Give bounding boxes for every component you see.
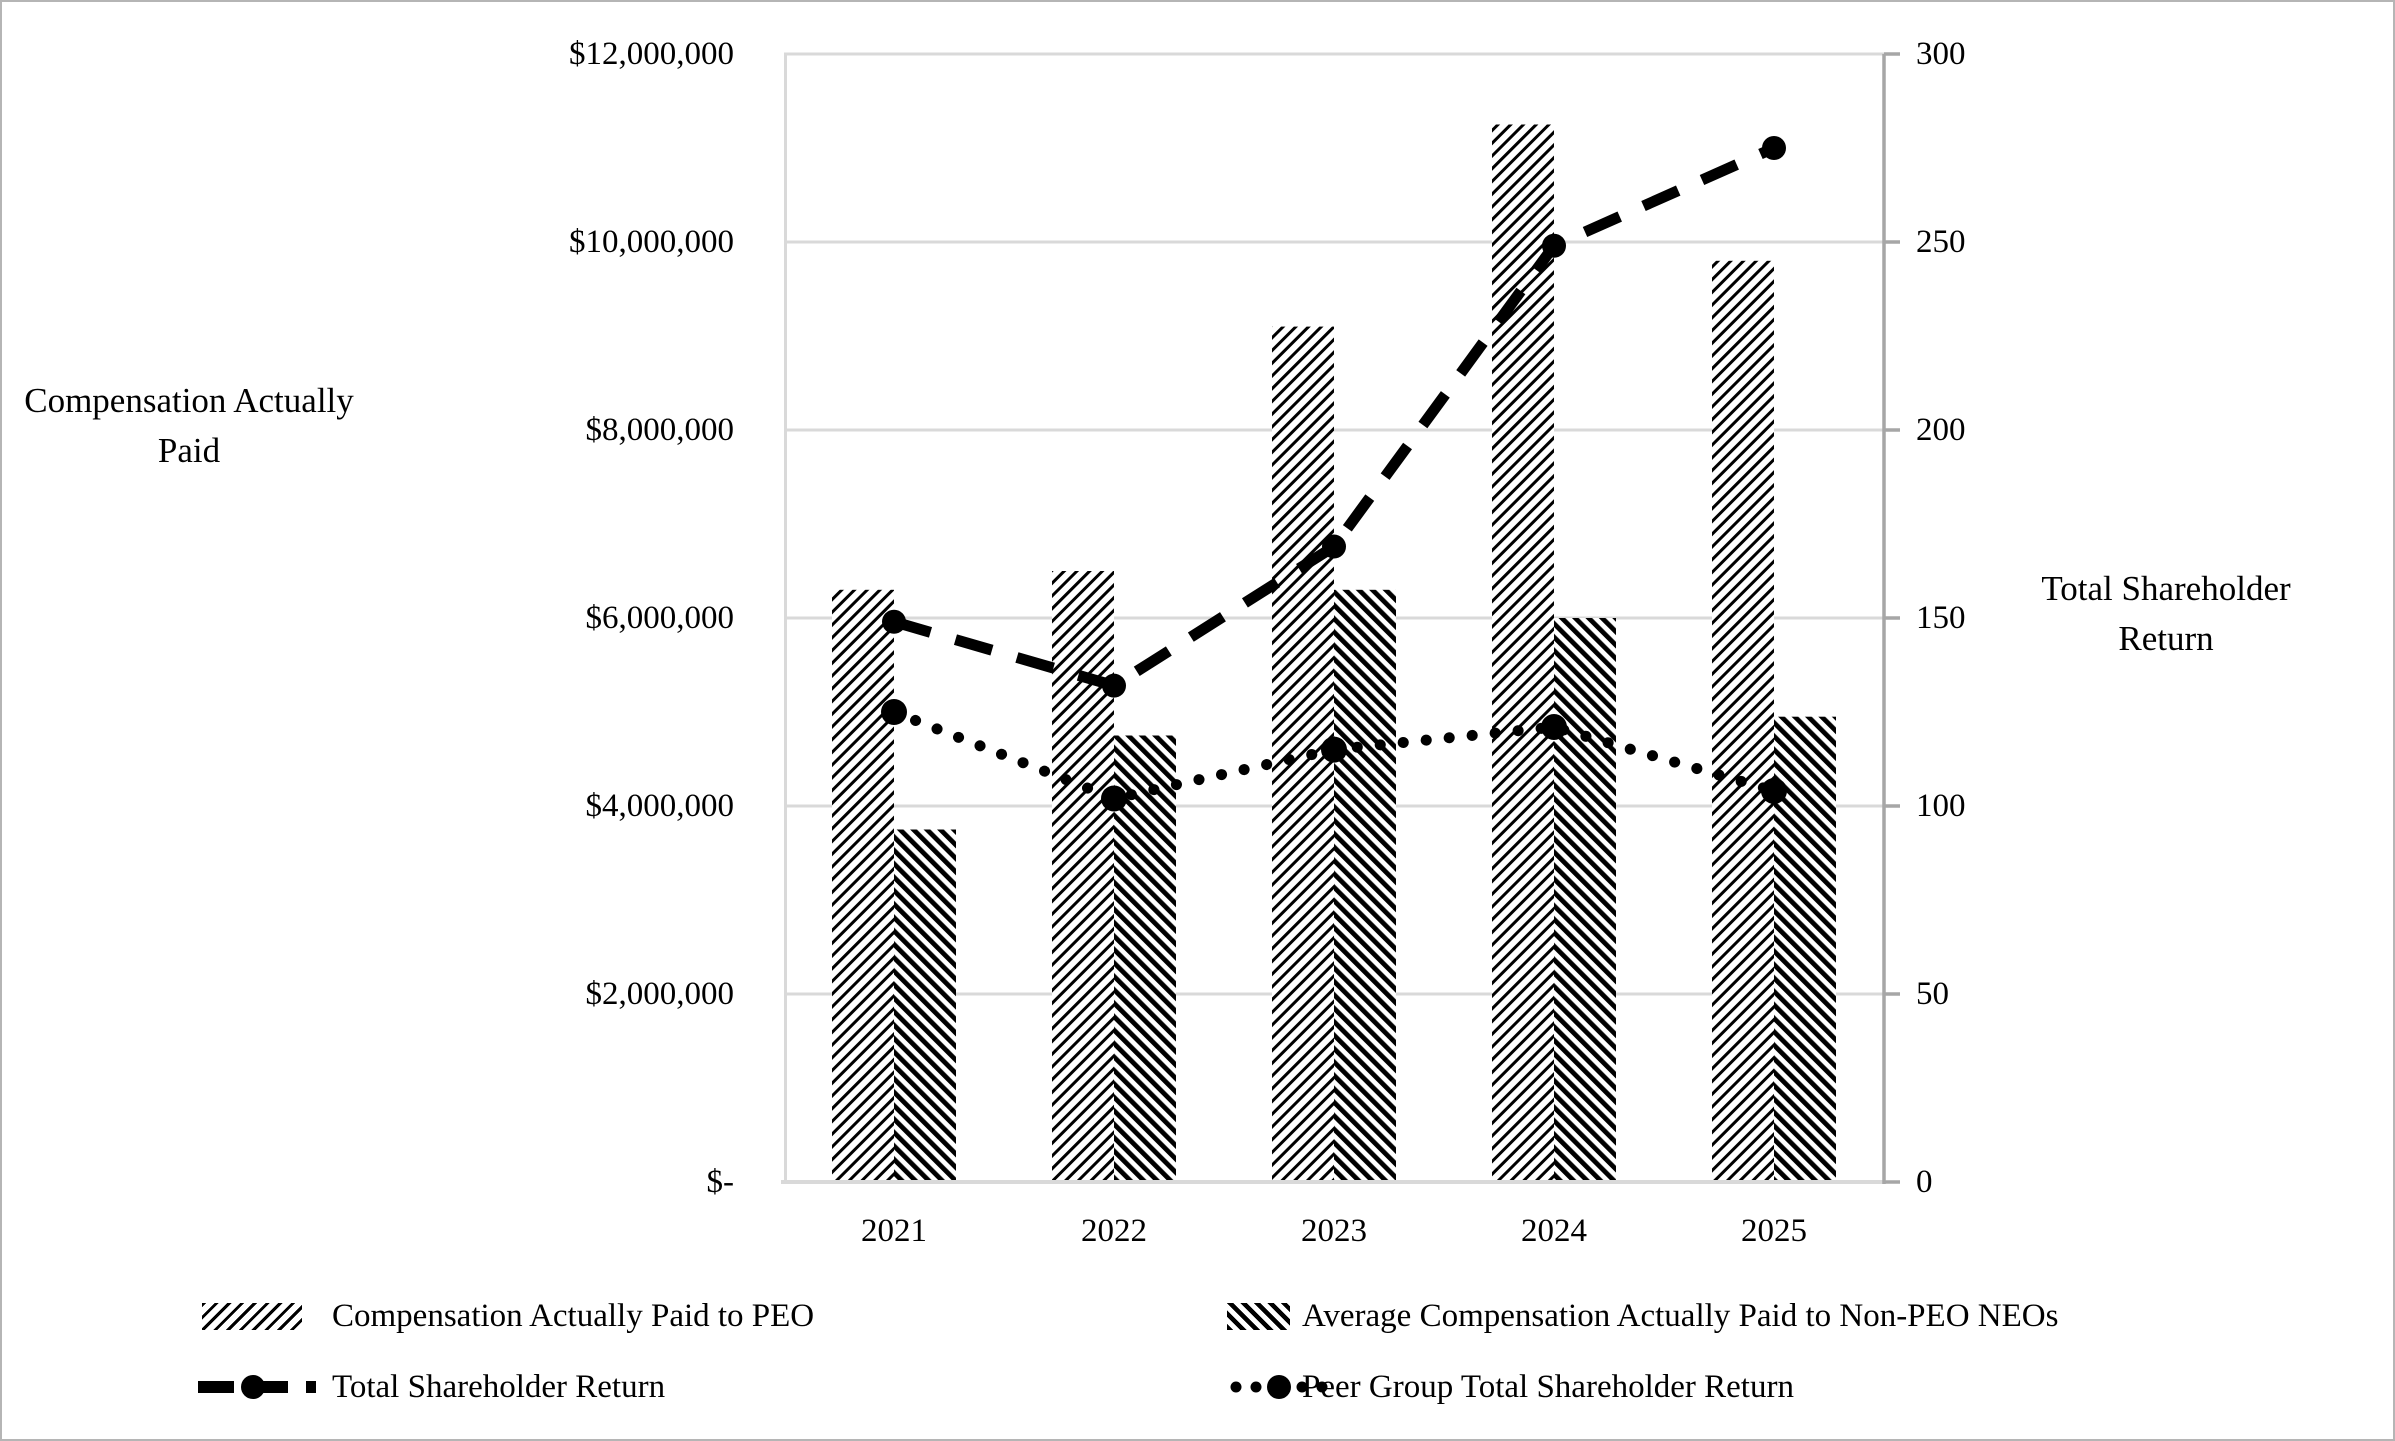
legend-label-peer-group-tsr: Peer Group Total Shareholder Return xyxy=(1302,1369,1794,1405)
right-axis-tick-label: 250 xyxy=(1916,224,1966,260)
left-axis-tick-label: $10,000,000 xyxy=(569,224,734,260)
left-axis-tick-label: $6,000,000 xyxy=(585,600,735,636)
bar-non-peo-2023 xyxy=(1334,589,1396,1182)
left-axis-tick-label: $2,000,000 xyxy=(585,976,735,1012)
right-axis-tick-label: 200 xyxy=(1916,412,1966,448)
right-axis-tick-label: 50 xyxy=(1916,976,1949,1012)
x-axis-label: 2023 xyxy=(1301,1213,1367,1249)
bar-peo-2022 xyxy=(1052,571,1114,1182)
peer-tsr-marker-2022 xyxy=(1101,785,1127,812)
legend-glyph-dotted-line xyxy=(1230,1375,1328,1399)
legend-label-peo: Compensation Actually Paid to PEO xyxy=(332,1298,815,1334)
right-axis-title: Total Shareholder Return xyxy=(2041,569,2291,658)
peer-tsr-marker-2023 xyxy=(1321,736,1347,763)
peer-tsr-marker-2024 xyxy=(1541,714,1567,741)
bar-series xyxy=(832,124,1836,1183)
legend-swatch-peo-hatch xyxy=(202,1303,302,1330)
legend-label-total-shareholder-return: Total Shareholder Return xyxy=(332,1369,666,1405)
axis-lines xyxy=(781,52,1900,1184)
x-axis-label: 2021 xyxy=(861,1213,927,1249)
left-axis-tick-label: $- xyxy=(706,1164,735,1200)
peer-tsr-marker-2025 xyxy=(1761,777,1787,804)
left-axis-tick-label: $8,000,000 xyxy=(585,412,735,448)
right-axis-tick-label: 300 xyxy=(1916,36,1966,72)
tsr-marker-2022 xyxy=(1102,673,1126,698)
right-axis-tick-label: 0 xyxy=(1916,1164,1933,1200)
right-axis-tick-label: 100 xyxy=(1916,788,1966,824)
right-axis-tick-label: 150 xyxy=(1916,600,1966,636)
left-axis-tick-label: $4,000,000 xyxy=(585,788,735,824)
x-axis-label: 2022 xyxy=(1081,1213,1147,1249)
left-axis-tick-label: $12,000,000 xyxy=(569,36,734,72)
x-axis-label: 2025 xyxy=(1741,1213,1807,1249)
peer-tsr-marker-2021 xyxy=(881,699,907,725)
legend-glyph-dashed-line xyxy=(198,1375,316,1399)
tsr-marker-2021 xyxy=(882,609,906,634)
legend-swatch-neo-hatch xyxy=(1227,1303,1290,1330)
bar-peo-2025 xyxy=(1712,260,1774,1182)
bar-non-peo-2022 xyxy=(1114,735,1176,1182)
tsr-line xyxy=(892,142,1777,692)
bar-non-peo-2024 xyxy=(1554,618,1616,1182)
line-series xyxy=(881,136,1787,812)
left-axis-title: Compensation Actually Paid xyxy=(24,381,354,470)
bar-non-peo-2021 xyxy=(894,829,956,1182)
tsr-marker-2025 xyxy=(1762,136,1786,160)
bar-peo-2024 xyxy=(1492,124,1554,1182)
x-axis-label: 2024 xyxy=(1521,1213,1587,1249)
tsr-marker-2024 xyxy=(1542,233,1566,258)
bar-peo-2021 xyxy=(832,589,894,1182)
legend-label-non-peo-neos: Average Compensation Actually Paid to No… xyxy=(1302,1298,2059,1334)
tsr-marker-2023 xyxy=(1322,534,1346,559)
